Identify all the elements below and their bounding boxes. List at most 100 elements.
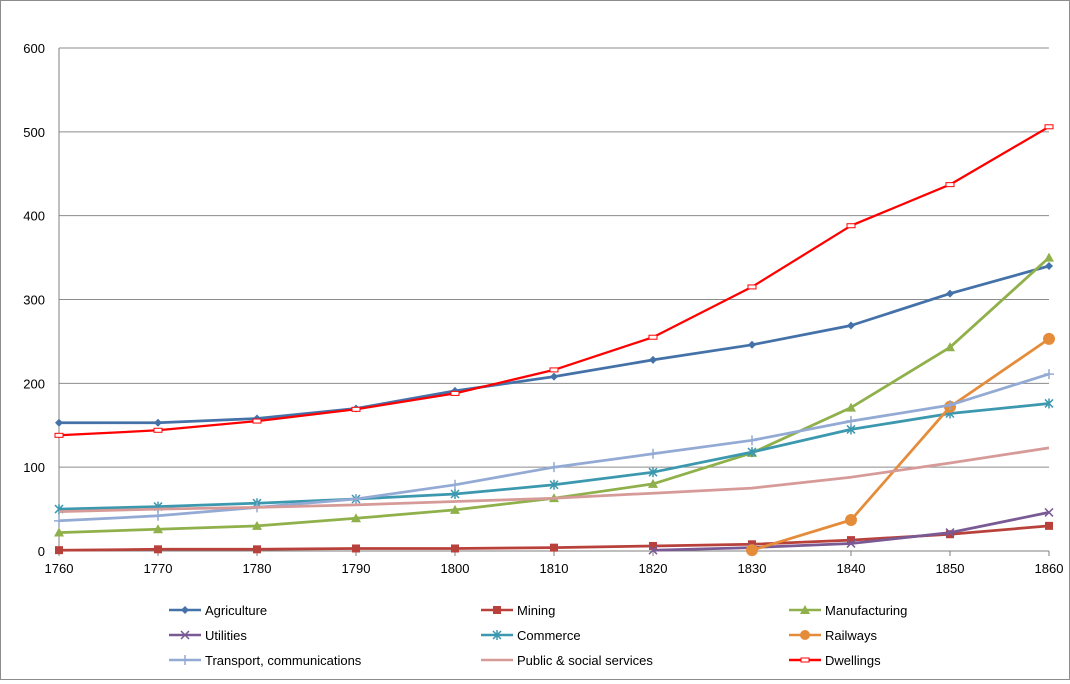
data-point (648, 545, 658, 555)
data-point (1044, 252, 1054, 262)
series-line (58, 256, 1050, 534)
data-point (549, 462, 559, 473)
data-point (450, 488, 460, 499)
data-point (54, 432, 64, 438)
data-point (450, 390, 460, 396)
data-point (846, 416, 856, 427)
data-point (180, 655, 190, 665)
y-axis: 0 100 200 300 400 500 600 (23, 41, 60, 559)
data-point (1044, 507, 1054, 517)
legend-label: Public & social services (517, 653, 653, 668)
y-tick-label: 300 (23, 293, 45, 308)
data-point (748, 340, 756, 349)
y-tick-label: 500 (23, 125, 45, 140)
data-point (1043, 332, 1055, 345)
data-point (648, 448, 658, 459)
legend-label: Mining (517, 603, 555, 618)
data-point (153, 427, 163, 433)
x-axis: 1760 1770 1780 1790 1800 1810 1820 1830 1840 1850… (45, 551, 1064, 576)
data-point (351, 513, 361, 523)
data-point (747, 435, 757, 446)
data-point (450, 479, 460, 490)
data-point (153, 510, 163, 521)
data-point (1045, 521, 1053, 530)
legend-label: Transport, communications (205, 653, 362, 668)
data-point (845, 513, 857, 526)
data-point (1044, 369, 1054, 380)
series-lines (54, 124, 1055, 557)
data-point (800, 630, 810, 640)
legend-item: Utilities (169, 628, 247, 643)
legend-item: Dwellings (789, 653, 881, 668)
y-tick-label: 100 (23, 460, 45, 475)
data-point (746, 544, 758, 557)
data-point (800, 657, 810, 663)
data-point (649, 355, 657, 364)
legend-item: Railways (789, 628, 878, 643)
data-point (492, 630, 502, 640)
data-point (550, 372, 558, 381)
series-dwellings (54, 124, 1054, 438)
data-point (946, 530, 954, 539)
x-tick-label: 1860 (1035, 561, 1064, 576)
data-point (648, 478, 658, 488)
data-point (550, 543, 558, 552)
gridlines (59, 47, 1049, 552)
series-line (59, 264, 1050, 425)
legend-item: Commerce (481, 628, 581, 643)
data-point (493, 606, 501, 614)
legend-item: Mining (481, 603, 555, 618)
x-tick-label: 1830 (738, 561, 767, 576)
series-agriculture (55, 261, 1053, 427)
data-point (54, 515, 64, 526)
series-line (58, 125, 1050, 437)
data-point (450, 504, 460, 514)
data-point (252, 418, 262, 424)
data-point (945, 528, 955, 538)
series-transport-communications (54, 369, 1054, 526)
x-tick-label: 1780 (243, 561, 272, 576)
data-point (648, 467, 658, 478)
legend-item: Manufacturing (789, 603, 907, 618)
data-point (351, 406, 361, 412)
series-manufacturing (54, 252, 1054, 537)
legend-label: Utilities (205, 628, 247, 643)
data-point (846, 424, 856, 435)
data-point (1044, 124, 1054, 130)
data-point (945, 342, 955, 352)
legend-item: Agriculture (169, 603, 267, 618)
data-point (549, 479, 559, 490)
data-point (747, 284, 757, 290)
data-point (1045, 261, 1053, 270)
legend-item: Transport, communications (169, 653, 362, 668)
legend-label: Commerce (517, 628, 581, 643)
data-point (648, 334, 658, 340)
data-point (800, 605, 810, 614)
legend-item: Public & social services (481, 653, 653, 668)
legend-label: Manufacturing (825, 603, 907, 618)
series-line (751, 337, 1050, 552)
data-point (1044, 398, 1054, 409)
legend-label: Railways (825, 628, 878, 643)
x-tick-label: 1790 (342, 561, 371, 576)
series-public-social-services (58, 446, 1050, 513)
data-point (945, 182, 955, 188)
data-point (846, 538, 856, 548)
y-tick-label: 0 (38, 544, 45, 559)
series-utilities (648, 507, 1054, 555)
data-point (946, 289, 954, 298)
legend-label: Agriculture (205, 603, 267, 618)
x-tick-label: 1760 (45, 561, 74, 576)
data-point (846, 402, 856, 412)
data-point (549, 367, 559, 373)
x-tick-label: 1770 (144, 561, 173, 576)
y-tick-label: 400 (23, 209, 45, 224)
data-point (747, 447, 757, 458)
x-tick-label: 1810 (540, 561, 569, 576)
x-tick-label: 1850 (936, 561, 965, 576)
data-point (181, 606, 189, 614)
data-point (351, 494, 361, 505)
data-point (252, 520, 262, 530)
